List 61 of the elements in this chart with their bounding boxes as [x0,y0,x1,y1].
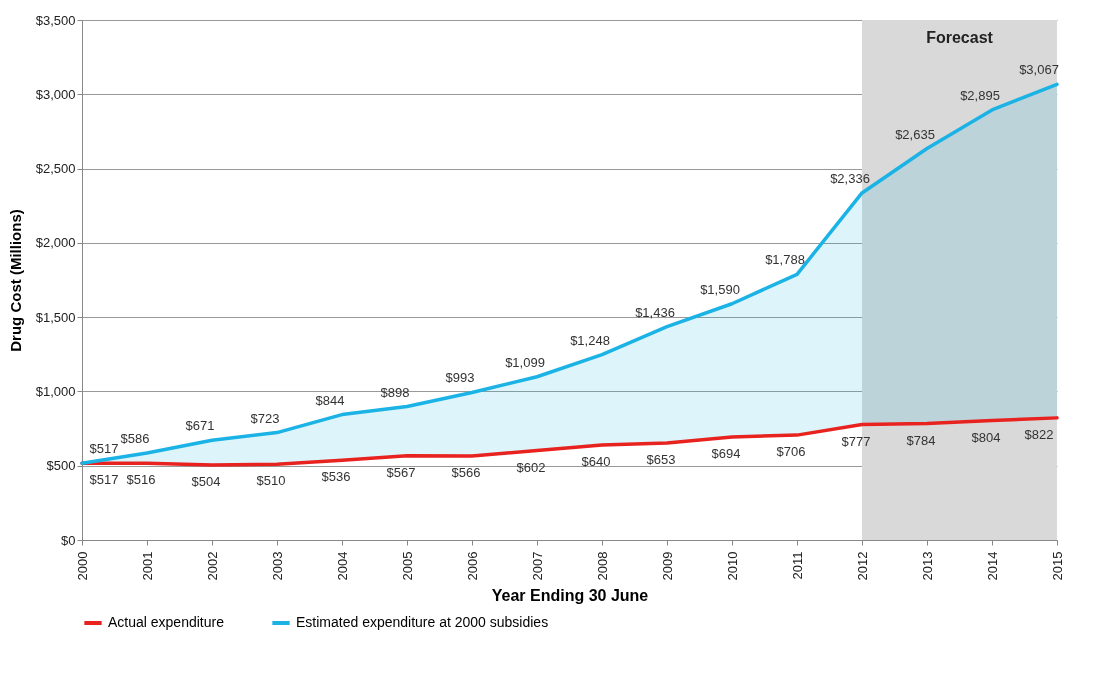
x-tick-label: 2013 [919,551,935,581]
y-tick-label: $3,000 [35,86,76,102]
x-tick-label: 2012 [854,551,870,581]
data-label: $804 [971,429,1001,445]
x-tick-label: 2014 [984,551,1000,581]
data-label: $504 [191,474,221,490]
x-tick-label: 2010 [724,551,740,581]
x-tick-label: 2011 [789,551,805,580]
legend-label: Estimated expenditure at 2000 subsidies [296,614,549,630]
data-label: $1,590 [700,281,740,297]
data-label: $567 [386,464,416,480]
data-label: $723 [250,410,280,426]
data-label: $784 [906,432,936,448]
y-tick-label: $1,000 [35,383,76,399]
data-label: $993 [445,370,475,386]
x-axis-title: Year Ending 30 June [491,587,649,605]
y-tick-label: $0 [61,532,76,548]
x-tick-label: 2003 [269,551,285,581]
data-label: $2,336 [830,170,870,186]
data-label: $898 [380,384,410,400]
data-label: $671 [185,418,215,434]
x-tick-label: 2006 [464,551,480,581]
data-label: $1,099 [505,354,545,370]
x-tick-label: 2001 [139,551,155,581]
data-label: $1,248 [570,332,610,348]
data-label: $640 [581,453,611,469]
x-tick-label: 2005 [399,551,415,581]
x-tick-label: 2008 [594,551,610,581]
data-label: $586 [120,430,150,446]
x-tick-label: 2007 [529,551,545,581]
data-label: $653 [646,451,676,467]
y-tick-label: $3,500 [35,12,76,28]
data-label: $602 [516,459,546,475]
data-label: $2,635 [895,126,935,142]
y-tick-label: $2,000 [35,235,76,251]
data-label: $3,067 [1019,62,1059,78]
x-tick-label: 2004 [334,551,350,581]
data-label: $566 [451,464,481,480]
x-tick-label: 2002 [204,551,220,581]
y-tick-label: $2,500 [35,161,76,177]
band-label: Forecast [926,29,994,46]
data-label: $822 [1024,426,1054,442]
data-label: $694 [711,445,741,461]
data-label: $1,788 [765,252,805,268]
y-tick-label: $1,500 [35,309,76,325]
data-label: $777 [841,433,871,449]
data-label: $2,895 [960,87,1000,103]
y-tick-label: $500 [46,458,76,474]
data-label: $1,436 [635,304,675,320]
data-label: $517 [89,472,119,488]
x-tick-label: 2015 [1049,551,1065,581]
x-tick-label: 2000 [74,551,90,581]
x-tick-label: 2009 [659,551,675,581]
data-label: $510 [256,473,286,489]
y-axis-title: Drug Cost (Millions) [6,209,24,352]
data-label: $536 [321,469,351,485]
data-label: $844 [315,392,345,408]
data-label: $517 [89,441,119,457]
data-label: $706 [776,444,806,460]
data-label: $516 [126,472,156,488]
legend-label: Actual expenditure [108,614,225,630]
